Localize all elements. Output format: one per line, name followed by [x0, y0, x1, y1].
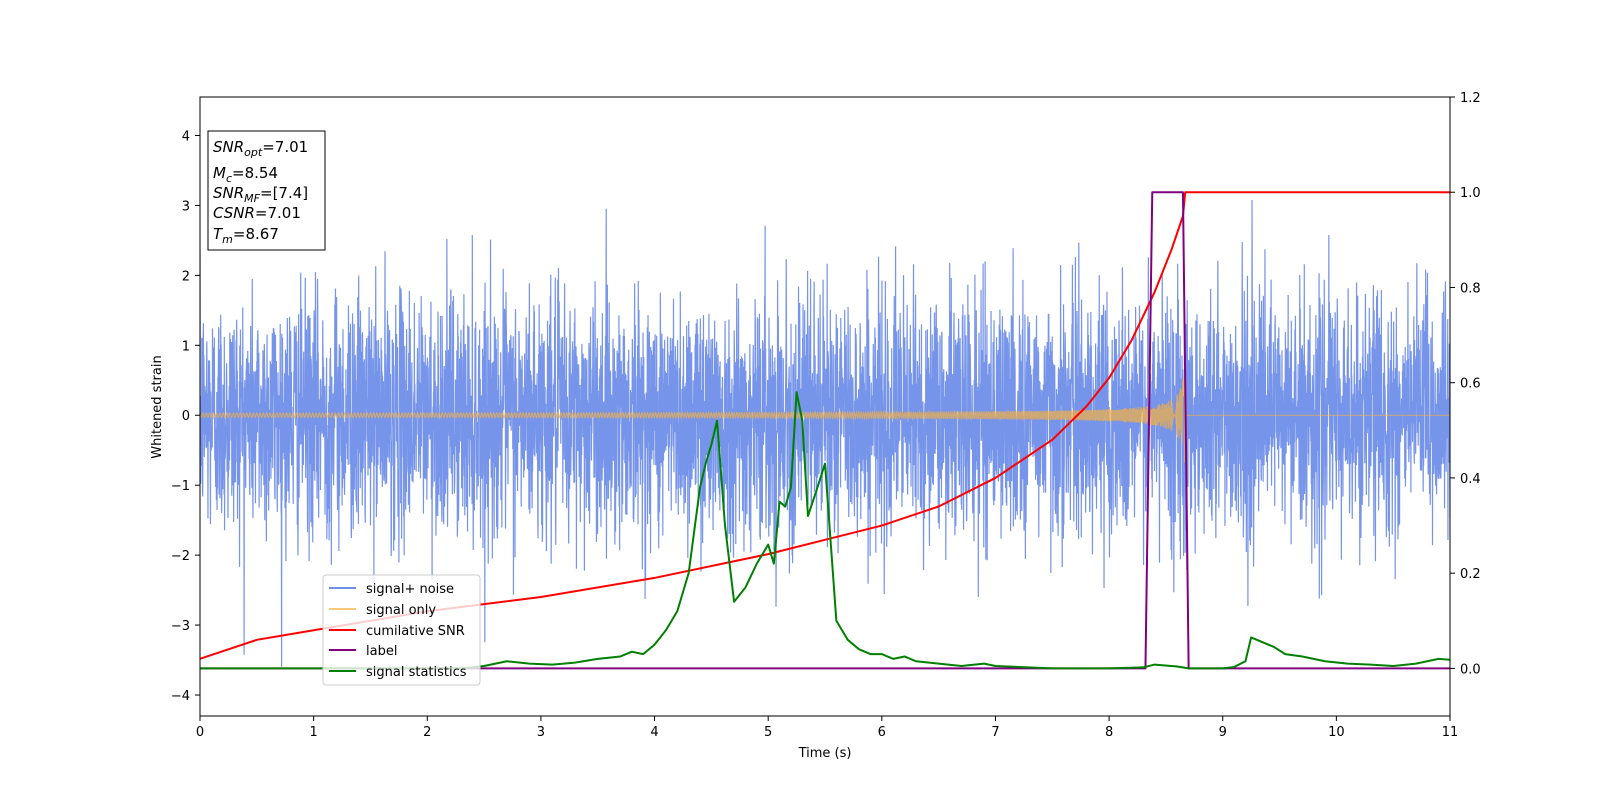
info-box-frame: [207, 130, 326, 251]
y-left-tick-label: 4: [182, 129, 190, 144]
y-right-tick-label: 0.8: [1460, 281, 1481, 296]
y-left-tick-label: −3: [171, 619, 190, 634]
x-tick-label: 6: [878, 725, 886, 740]
x-tick-label: 8: [1105, 725, 1113, 740]
legend-label-signal-statistics: signal statistics: [366, 665, 467, 680]
y-right-tick-label: 0.2: [1460, 567, 1481, 582]
info-snr-mf: SNRMF=[7.4]: [213, 184, 308, 205]
x-tick-label: 7: [991, 725, 999, 740]
series-signal-noise-line: [200, 199, 1450, 667]
x-tick-label: 3: [537, 725, 545, 740]
x-tick-label: 4: [650, 725, 658, 740]
x-tick-label: 10: [1328, 725, 1345, 740]
plot-frame: [199, 96, 1451, 717]
y-right-tick-label: 0.6: [1460, 377, 1481, 392]
info-csnr: CSNR=7.01: [213, 204, 301, 222]
y-left-tick-label: 2: [182, 269, 190, 284]
y-left-tick-label: −1: [171, 479, 190, 494]
y-right-tick-label: 0.4: [1460, 472, 1481, 487]
info-tm: Tm=8.67: [213, 225, 279, 246]
x-tick-label: 0: [196, 725, 204, 740]
legend-frame: [322, 574, 481, 686]
y-left-tick-label: −4: [171, 689, 190, 704]
y-axis-label: Whitened strain: [150, 355, 165, 458]
legend-label-signal-only: signal only: [366, 603, 436, 618]
x-tick-label: 2: [423, 725, 431, 740]
y-left-tick-label: 0: [182, 409, 190, 424]
legend-label-cumulative-snr: cumilative SNR: [366, 624, 465, 639]
series-signal-only-line: [200, 371, 1450, 463]
y-left-tick-label: −2: [171, 549, 190, 564]
y-right-tick-label: 1.2: [1460, 91, 1481, 106]
x-tick-label: 5: [764, 725, 772, 740]
y-left-tick-label: 3: [182, 199, 190, 214]
x-tick-label: 1: [309, 725, 317, 740]
series-signal-statistics-line: [200, 391, 1450, 670]
y-right-tick-label: 0.0: [1460, 662, 1481, 677]
legend-label-signal-noise: signal+ noise: [366, 582, 454, 597]
y-right-tick-label: 1.0: [1460, 186, 1481, 201]
x-tick-label: 11: [1442, 725, 1459, 740]
info-snr-opt: SNRopt=7.01: [213, 138, 308, 159]
legend-label-label: label: [366, 644, 397, 659]
info-box: SNRopt=7.01 Mc=8.54 SNRMF=[7.4] CSNR=7.0…: [207, 130, 326, 251]
x-tick-label: 9: [1219, 725, 1227, 740]
x-axis-label: Time (s): [798, 746, 852, 761]
legend: signal+ noise signal only cumilative SNR…: [322, 574, 481, 686]
y-left-tick-label: 1: [182, 339, 190, 354]
info-mc: Mc=8.54: [213, 164, 278, 185]
series-label-line: [200, 191, 1450, 670]
